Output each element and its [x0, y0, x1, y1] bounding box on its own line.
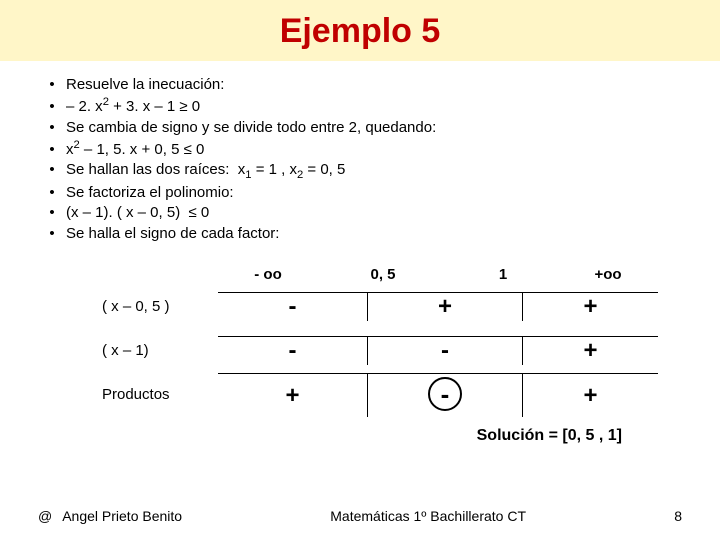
- footer: Angel Prieto Benito Matemáticas 1º Bachi…: [0, 508, 720, 524]
- sign-cell: -: [368, 336, 523, 365]
- bullet-item: Se factoriza el polinomio:: [38, 183, 682, 203]
- solution-text: Solución = [0, 5 , 1]: [38, 427, 622, 445]
- axis-p1: 0, 5: [318, 266, 448, 283]
- bullet-item: Se halla el signo de cada factor:: [38, 224, 682, 244]
- course-name: Matemáticas 1º Bachillerato CT: [330, 508, 526, 524]
- content-area: Resuelve la inecuación:– 2. x2 + 3. x – …: [0, 61, 720, 445]
- axis-row: - oo 0, 5 1 +oo: [98, 266, 658, 285]
- sign-cell: +: [368, 292, 523, 321]
- factor-label: ( x – 0, 5 ): [98, 298, 218, 315]
- bullet-item: Se hallan las dos raíces: x1 = 1 , x2 = …: [38, 160, 682, 183]
- title-banner: Ejemplo 5: [0, 0, 720, 61]
- product-row: Productos+-+: [98, 373, 658, 417]
- axis-p2: 1: [448, 266, 558, 283]
- bullet-item: x2 – 1, 5. x + 0, 5 ≤ 0: [38, 138, 682, 160]
- sign-cell: -: [218, 292, 368, 321]
- sign-cell: -: [218, 336, 368, 365]
- page-number: 8: [674, 508, 682, 524]
- sign-cell: +: [523, 373, 658, 417]
- table-row: ( x – 0, 5 )-++: [98, 285, 658, 329]
- sign-cell: +: [523, 292, 658, 321]
- axis-pos-inf: +oo: [558, 266, 658, 283]
- axis-neg-inf: - oo: [218, 266, 318, 283]
- table-row: ( x – 1)--+: [98, 329, 658, 373]
- sign-cell: -: [368, 373, 523, 417]
- bullet-item: – 2. x2 + 3. x – 1 ≥ 0: [38, 95, 682, 117]
- bullet-item: (x – 1). ( x – 0, 5) ≤ 0: [38, 203, 682, 223]
- page-title: Ejemplo 5: [0, 12, 720, 51]
- sign-cell: +: [523, 336, 658, 365]
- bullet-item: Resuelve la inecuación:: [38, 75, 682, 95]
- sign-table: - oo 0, 5 1 +oo ( x – 0, 5 )-++( x – 1)-…: [98, 266, 658, 417]
- bullet-item: Se cambia de signo y se divide todo entr…: [38, 118, 682, 138]
- product-label: Productos: [98, 386, 218, 403]
- factor-label: ( x – 1): [98, 342, 218, 359]
- author-name: Angel Prieto Benito: [38, 508, 182, 524]
- bullet-list: Resuelve la inecuación:– 2. x2 + 3. x – …: [38, 75, 682, 244]
- sign-cell: +: [218, 373, 368, 417]
- circled-sign: -: [428, 377, 462, 411]
